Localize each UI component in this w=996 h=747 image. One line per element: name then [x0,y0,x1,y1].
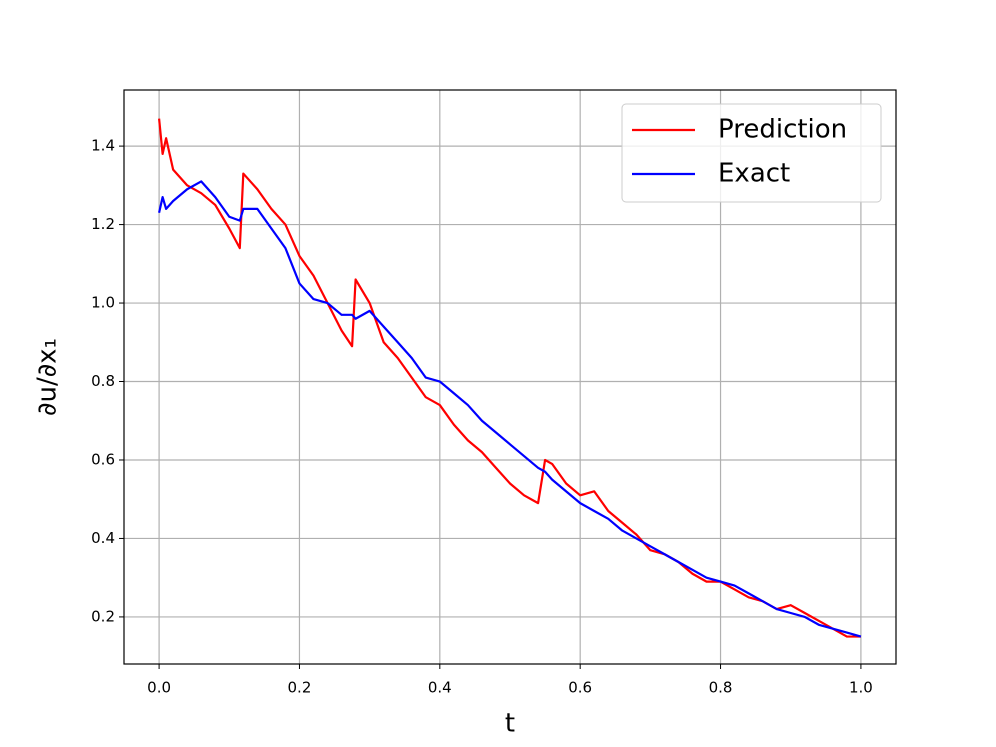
plot-frame [123,89,897,665]
x-tick-label: 0.4 [428,679,452,697]
y-tick-label: 0.2 [91,607,115,625]
y-tick-label: 0.6 [91,450,115,468]
y-axis-label: ∂u/∂x₁ [33,338,63,416]
x-tick-label: 0.2 [288,679,312,697]
legend-label: Exact [718,159,790,189]
plot-area [157,118,862,638]
line-series [158,180,862,638]
x-tick-label: 0.6 [568,679,592,697]
legend-label: Prediction [718,115,847,145]
y-tick-label: 1.0 [91,294,115,312]
y-tick-label: 0.8 [91,372,115,390]
y-tick-label: 1.4 [91,137,115,155]
line-series [157,118,861,638]
x-tick-label: 1.0 [849,679,873,697]
x-tick-label: 0.8 [709,679,733,697]
x-axis-label: t [505,709,515,739]
x-tick-label: 0.0 [147,679,171,697]
y-tick-label: 0.4 [91,529,115,547]
legend-box [621,103,882,203]
y-tick-label: 1.2 [91,215,115,233]
